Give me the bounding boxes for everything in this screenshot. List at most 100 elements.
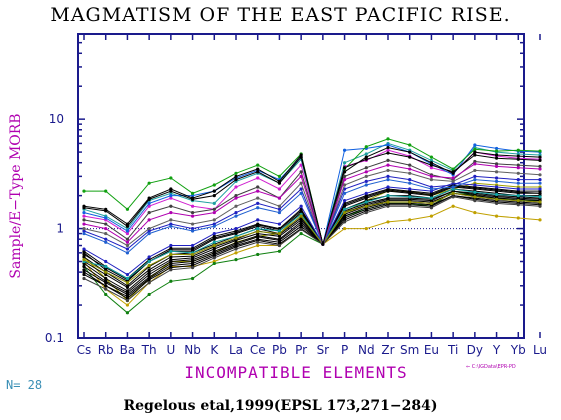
data-point bbox=[299, 231, 303, 236]
data-point bbox=[212, 224, 216, 228]
data-point bbox=[277, 222, 282, 226]
data-point bbox=[169, 265, 173, 270]
data-point bbox=[516, 154, 520, 158]
data-point bbox=[169, 218, 173, 222]
data-point bbox=[234, 204, 238, 208]
data-point bbox=[494, 156, 499, 160]
series-line bbox=[83, 196, 541, 302]
data-point bbox=[408, 167, 412, 171]
data-point bbox=[234, 174, 238, 178]
data-point bbox=[147, 210, 151, 215]
data-point bbox=[256, 201, 260, 205]
data-point bbox=[299, 155, 303, 159]
data-point bbox=[386, 143, 390, 147]
data-point bbox=[538, 178, 542, 182]
data-point bbox=[190, 222, 195, 226]
x-tick-label: La bbox=[229, 343, 243, 357]
data-point bbox=[147, 270, 151, 274]
data-point bbox=[494, 176, 499, 180]
data-point bbox=[364, 145, 368, 149]
data-point bbox=[125, 224, 130, 228]
data-point bbox=[429, 187, 434, 191]
data-point bbox=[234, 238, 238, 242]
data-point bbox=[256, 240, 260, 244]
data-point bbox=[473, 190, 477, 194]
citation: Regelous etal,1999(EPSL 173,271−284) bbox=[123, 398, 438, 414]
data-point bbox=[408, 181, 412, 185]
data-point bbox=[494, 192, 499, 197]
data-point bbox=[429, 201, 434, 205]
data-point bbox=[429, 174, 434, 178]
data-point bbox=[256, 235, 260, 239]
data-point bbox=[82, 214, 86, 218]
data-point bbox=[82, 268, 86, 272]
data-point bbox=[147, 263, 151, 268]
data-point bbox=[473, 168, 477, 173]
data-point bbox=[82, 276, 86, 281]
x-tick-label: U bbox=[166, 343, 175, 357]
data-point bbox=[538, 155, 542, 159]
data-point bbox=[299, 204, 303, 208]
data-point bbox=[212, 201, 216, 205]
data-point bbox=[516, 187, 520, 191]
data-point bbox=[516, 203, 520, 207]
data-point bbox=[125, 207, 130, 211]
data-point bbox=[125, 303, 130, 307]
data-point bbox=[364, 157, 368, 161]
series-24 bbox=[82, 195, 542, 303]
data-point bbox=[277, 181, 282, 185]
x-tick-label: K bbox=[210, 343, 219, 357]
data-point bbox=[473, 150, 477, 154]
x-tick-label: Nb bbox=[184, 343, 201, 357]
y-tick-labels: 0.1 1 10 bbox=[45, 112, 64, 345]
data-point bbox=[473, 178, 477, 182]
data-point bbox=[516, 216, 520, 220]
data-point bbox=[299, 181, 303, 185]
data-point bbox=[104, 272, 108, 277]
x-tick-labels: Cs Rb Ba Th U Nb K La Ce Pb Pr Sr P Nd Zr Sm Eu Ti Dy Y Yb Lu bbox=[77, 343, 547, 357]
data-point bbox=[82, 206, 86, 210]
data-point bbox=[212, 261, 216, 266]
data-point bbox=[342, 161, 347, 165]
data-point bbox=[82, 247, 86, 251]
data-point bbox=[408, 171, 412, 175]
data-point bbox=[538, 149, 542, 153]
series-line bbox=[83, 190, 541, 292]
data-point bbox=[364, 210, 368, 215]
data-point bbox=[473, 186, 477, 190]
data-point bbox=[408, 190, 412, 194]
data-point bbox=[429, 163, 434, 167]
data-point bbox=[234, 214, 238, 218]
data-point bbox=[256, 185, 260, 189]
data-point bbox=[386, 200, 390, 204]
data-point bbox=[386, 145, 390, 150]
data-point bbox=[190, 243, 195, 248]
data-point bbox=[299, 214, 303, 218]
data-point bbox=[451, 185, 455, 189]
series-26 bbox=[82, 168, 542, 248]
data-point bbox=[82, 210, 86, 215]
data-point bbox=[256, 226, 260, 231]
data-point bbox=[364, 179, 368, 183]
data-point bbox=[125, 276, 130, 281]
data-point bbox=[277, 196, 282, 200]
data-point bbox=[169, 252, 173, 257]
data-point bbox=[516, 171, 520, 175]
x-tick-label: Ti bbox=[447, 343, 458, 357]
data-point bbox=[125, 251, 130, 255]
data-point bbox=[429, 161, 434, 165]
data-point bbox=[82, 264, 86, 269]
data-point bbox=[364, 166, 368, 170]
data-point bbox=[169, 243, 173, 248]
data-point bbox=[234, 194, 238, 198]
data-point bbox=[342, 166, 347, 170]
data-point bbox=[147, 278, 151, 282]
data-point bbox=[364, 174, 368, 178]
data-point bbox=[364, 170, 368, 174]
data-point bbox=[82, 226, 86, 231]
data-point bbox=[321, 242, 325, 246]
data-point bbox=[277, 249, 282, 253]
data-point bbox=[473, 147, 477, 151]
data-point bbox=[429, 214, 434, 218]
x-tick-label: Yb bbox=[510, 343, 526, 357]
